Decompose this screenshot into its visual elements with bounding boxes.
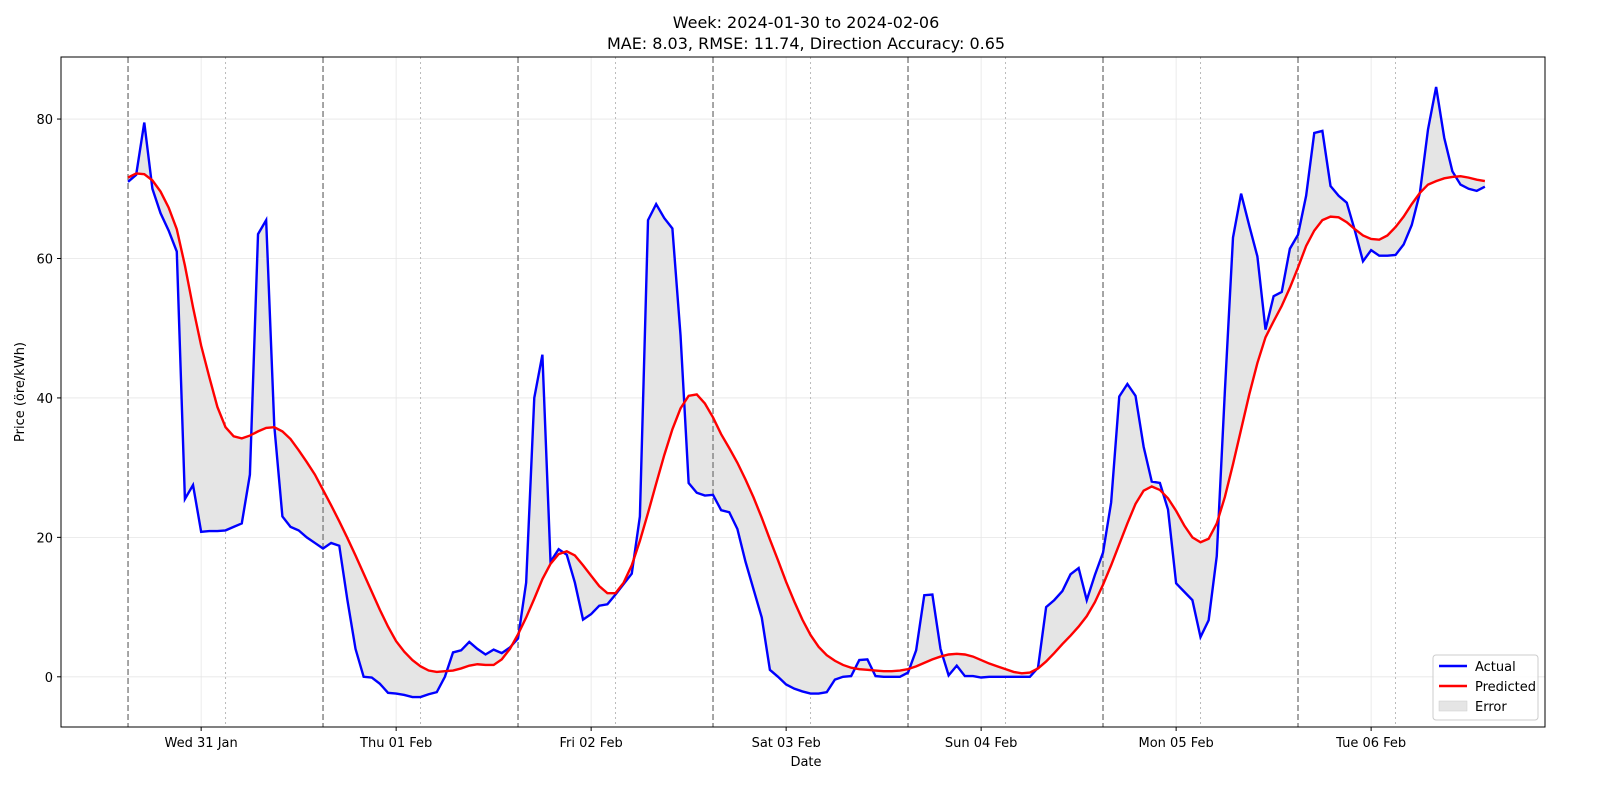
y-tick-label: 0: [45, 671, 53, 686]
y-tick-label: 60: [36, 252, 53, 267]
y-tick-label: 40: [36, 392, 53, 407]
chart-title: Week: 2024-01-30 to 2024-02-06: [673, 13, 940, 32]
legend-label: Actual: [1475, 660, 1516, 675]
x-tick-label: Mon 05 Feb: [1139, 736, 1214, 751]
chart-subtitle: MAE: 8.03, RMSE: 11.74, Direction Accura…: [607, 34, 1005, 53]
legend-label: Error: [1475, 700, 1507, 715]
x-tick-label: Sun 04 Feb: [945, 736, 1018, 751]
x-tick-label: Sat 03 Feb: [752, 736, 821, 751]
series-line: [127, 172, 1486, 675]
y-axis-label: Price (öre/kWh): [13, 342, 28, 442]
series-line: [127, 86, 1486, 699]
x-tick-label: Fri 02 Feb: [559, 736, 622, 751]
y-tick-label: 80: [36, 113, 53, 128]
legend-label: Predicted: [1475, 680, 1536, 695]
y-tick-label: 20: [36, 531, 53, 546]
x-tick-label: Tue 06 Feb: [1335, 736, 1406, 751]
plot-frame: [60, 56, 1546, 728]
x-axis-label: Date: [790, 755, 821, 770]
x-tick-label: Wed 31 Jan: [165, 736, 238, 751]
legend-swatch: [1438, 700, 1468, 712]
x-tick-label: Thu 01 Feb: [359, 736, 432, 751]
